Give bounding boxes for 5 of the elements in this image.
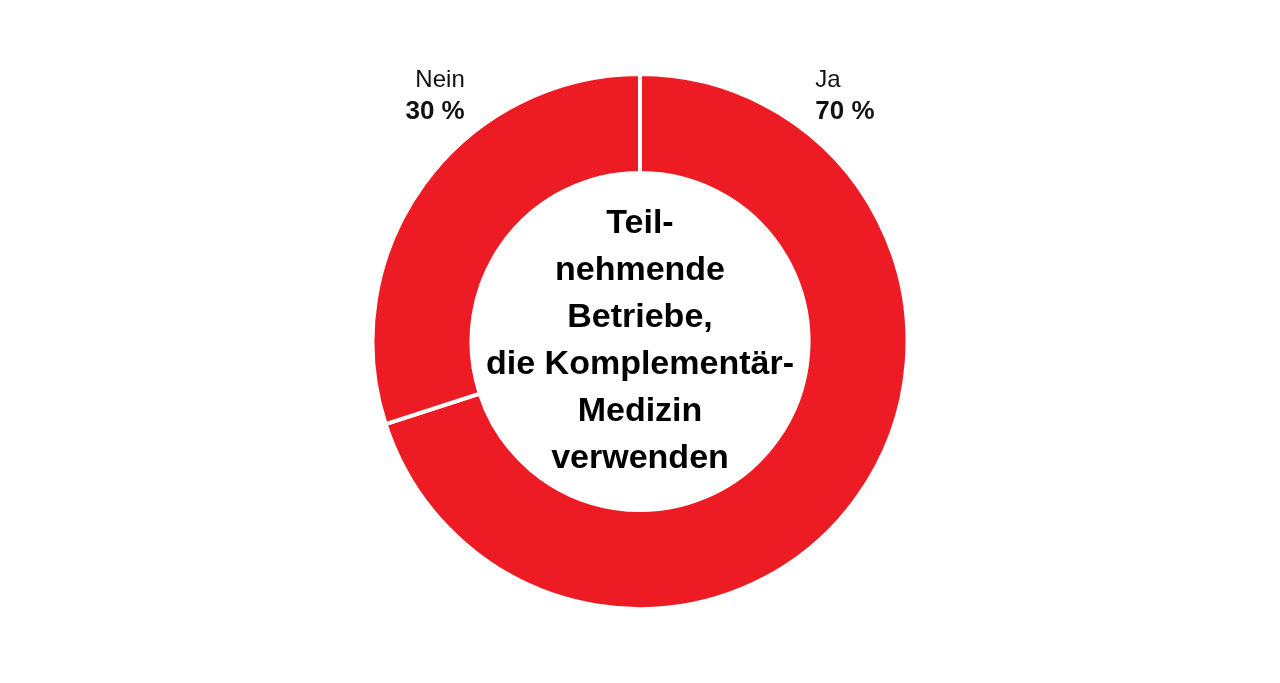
text: Teil- nehmende Betriebe, die Komplementär- Medizin verwenden: [486, 202, 794, 476]
data-label: 70 %: [815, 95, 875, 126]
slice-label: Nein: [415, 65, 465, 93]
slice-label: Ja: [815, 65, 842, 93]
data-label: 30 %: [405, 95, 465, 126]
